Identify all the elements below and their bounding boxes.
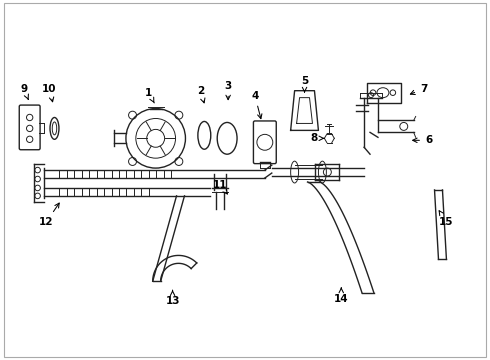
Text: 11: 11	[213, 180, 227, 194]
Text: 13: 13	[165, 291, 180, 306]
Text: 8: 8	[311, 133, 324, 143]
Text: 1: 1	[145, 88, 154, 103]
Text: 3: 3	[224, 81, 232, 100]
Text: 9: 9	[20, 84, 28, 99]
Text: 14: 14	[334, 288, 348, 304]
Text: 4: 4	[251, 91, 262, 119]
Text: 5: 5	[301, 76, 308, 92]
Text: 15: 15	[439, 211, 454, 227]
Text: 6: 6	[413, 135, 432, 145]
Text: 12: 12	[39, 203, 59, 227]
Text: 10: 10	[42, 84, 57, 102]
Text: 2: 2	[196, 86, 205, 103]
Text: 7: 7	[411, 84, 427, 95]
